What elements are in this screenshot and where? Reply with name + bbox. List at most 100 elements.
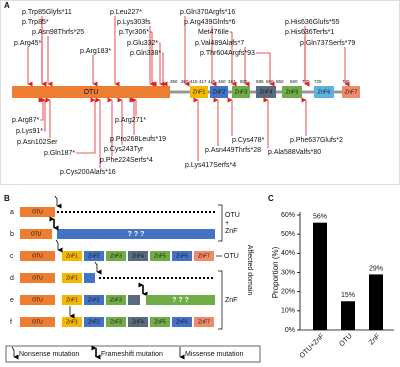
domain-label: ZnF6 (176, 253, 188, 259)
domain-label: ZnF1 (193, 89, 206, 95)
mutation-label: p.Cys200Alafs*16 (60, 169, 116, 176)
row-label: a (10, 209, 14, 216)
panel-label: C (268, 194, 274, 203)
value-label: 56% (313, 214, 327, 221)
domain-label: ZnF4 (132, 319, 144, 325)
bar (369, 274, 383, 330)
mutation-label: p.Phe224Serfs*4 (100, 157, 153, 164)
domain (172, 317, 192, 327)
mutation-pointer (38, 97, 44, 121)
domain (62, 317, 82, 327)
domain (106, 317, 126, 327)
domain (172, 251, 192, 261)
domain-label: ZnF2 (88, 319, 100, 325)
y-tick-label: 50% (281, 231, 295, 238)
y-tick-label: 10% (281, 308, 295, 315)
domain (62, 273, 82, 283)
bar (313, 222, 327, 330)
mutation-label: p.Arg183* (80, 48, 111, 55)
y-tick-label: 20% (281, 289, 295, 296)
bracket (218, 204, 223, 242)
domain (20, 251, 55, 261)
row-label: c (10, 253, 14, 260)
position-label: 700 (302, 79, 310, 84)
domain (106, 295, 126, 305)
domain-label: ZnF3 (110, 297, 122, 303)
domain (232, 86, 250, 98)
panel-label: A (4, 1, 10, 10)
domain-label: OTU (32, 275, 43, 281)
domain (20, 273, 55, 283)
domain (20, 229, 52, 239)
position-label: 650 (276, 79, 284, 84)
domain (62, 251, 82, 261)
mutation-label: p.Leu227* (110, 9, 142, 16)
mutation-pointer (229, 31, 237, 87)
x-tick-label: ZnF (368, 333, 382, 347)
domain-label: ZnF1 (66, 297, 78, 303)
domain (12, 86, 170, 98)
domain-label: ZnF1 (66, 319, 78, 325)
nonsense-arrow (55, 239, 63, 253)
domain-label: ZnF3 (110, 319, 122, 325)
x-tick-label: OTU (338, 333, 353, 348)
domain-label: ZnF4 (132, 253, 144, 259)
mutation-pointer (149, 31, 157, 87)
position-label: 415 (190, 79, 198, 84)
mutation-label: p.Gln338* (130, 50, 161, 57)
domain (106, 251, 126, 261)
domain-label: ZnF6 (176, 319, 188, 325)
bracket (218, 270, 223, 330)
mutation-label: p.Lys303fs (117, 19, 151, 26)
position-label: 417 (199, 79, 207, 84)
nonsense-arrow (54, 195, 62, 209)
group-label: OTU (225, 212, 240, 219)
unknown-label: ? ? ? (172, 297, 189, 304)
mutation-label: p.Val489Alafs*7 (195, 40, 244, 47)
mutation-pointer (255, 52, 275, 87)
domain (194, 317, 214, 327)
domain (194, 251, 214, 261)
row-label: f (10, 319, 12, 326)
mutation-label: p.Gln187* (44, 150, 75, 157)
domain (62, 295, 82, 305)
position-label: 588 (256, 79, 264, 84)
position-label: 725 (314, 79, 322, 84)
domain (128, 295, 140, 305)
value-label: 29% (369, 265, 383, 272)
domain (20, 295, 55, 305)
legend-label: Nonsense mutation (19, 351, 79, 358)
legend-label: Frameshift mutation (101, 351, 163, 358)
domain (150, 251, 170, 261)
domain (84, 295, 104, 305)
domain (146, 295, 215, 305)
domain-label: ZnF5 (154, 319, 166, 325)
y-tick-label: 0% (285, 327, 295, 334)
y-tick-label: 40% (281, 250, 295, 257)
domain-label: ZnF4 (260, 89, 273, 95)
mutation-label: p.Pro268Leufs*19 (110, 136, 166, 143)
mutation-label: Met476Ile (198, 29, 229, 36)
domain (282, 86, 302, 98)
row-label: d (10, 275, 14, 282)
mutation-label: p.Trp85* (22, 19, 49, 26)
domain (314, 86, 334, 98)
domain-label: OTU (32, 253, 43, 259)
domain-label: ZnF7 (345, 89, 358, 95)
domain-label: ZnF5 (286, 89, 299, 95)
group-label: ZnF (225, 228, 237, 235)
value-label: 15% (341, 292, 355, 299)
domain (210, 86, 228, 98)
mutation-label: p.Thr604Argfs*93 (200, 50, 255, 57)
axis-title: Affected domain (246, 245, 253, 296)
domain-label: ZnF5 (154, 253, 166, 259)
domain (128, 251, 148, 261)
unknown-label: ? ? ? (128, 231, 145, 238)
mutation-label: p.Lys91* (16, 128, 43, 135)
domain-label: ZnF7 (198, 253, 210, 259)
y-tick-label: 60% (281, 212, 295, 219)
domain-label: ZnF2 (88, 253, 100, 259)
mutation-label: p.Gln737Serfs*79 (300, 40, 355, 47)
position-label: 660 (290, 79, 298, 84)
